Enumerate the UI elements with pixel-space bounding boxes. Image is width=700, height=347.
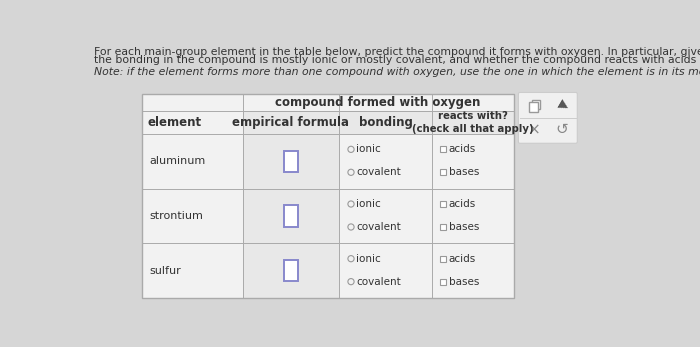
Bar xyxy=(242,134,340,189)
Bar xyxy=(141,111,514,134)
Text: For each main-group element in the table below, predict the compound it forms wi: For each main-group element in the table… xyxy=(94,47,700,57)
Text: bonding: bonding xyxy=(359,116,413,129)
Text: ionic: ionic xyxy=(356,144,382,154)
Text: strontium: strontium xyxy=(150,211,204,221)
Bar xyxy=(242,189,340,243)
Text: bases: bases xyxy=(449,222,479,232)
Text: ionic: ionic xyxy=(356,254,382,264)
Bar xyxy=(440,256,447,262)
Text: Note: if the element forms more than one compound with oxygen, use the one in wh: Note: if the element forms more than one… xyxy=(94,67,700,77)
Bar xyxy=(440,169,447,175)
Text: the bonding in the compound is mostly ionic or mostly covalent, and whether the : the bonding in the compound is mostly io… xyxy=(94,55,700,65)
Bar xyxy=(242,94,514,111)
Text: covalent: covalent xyxy=(356,277,401,287)
Text: sulfur: sulfur xyxy=(150,266,181,276)
Bar xyxy=(141,94,514,298)
Text: covalent: covalent xyxy=(356,167,401,177)
Text: covalent: covalent xyxy=(356,222,401,232)
Text: aluminum: aluminum xyxy=(150,156,206,166)
FancyBboxPatch shape xyxy=(519,92,578,143)
Text: acids: acids xyxy=(449,144,476,154)
Text: element: element xyxy=(148,116,202,129)
Bar xyxy=(531,100,540,109)
Bar xyxy=(440,201,447,207)
Text: ▶: ▶ xyxy=(556,97,570,113)
Bar xyxy=(440,279,447,285)
Text: reacts with?
(check all that apply): reacts with? (check all that apply) xyxy=(412,111,534,134)
Text: ↺: ↺ xyxy=(555,122,568,137)
Bar xyxy=(284,151,298,172)
Text: compound formed with oxygen: compound formed with oxygen xyxy=(275,96,481,109)
Bar xyxy=(284,205,298,227)
Text: ×: × xyxy=(528,122,540,137)
Bar xyxy=(242,243,340,298)
Bar xyxy=(440,146,447,152)
Bar xyxy=(440,224,447,230)
Text: bases: bases xyxy=(449,167,479,177)
Text: bases: bases xyxy=(449,277,479,287)
Text: ionic: ionic xyxy=(356,199,382,209)
Text: acids: acids xyxy=(449,254,476,264)
Bar xyxy=(141,94,514,298)
Bar xyxy=(529,102,538,112)
Bar xyxy=(141,94,242,134)
Text: empirical formula: empirical formula xyxy=(232,116,349,129)
Text: acids: acids xyxy=(449,199,476,209)
Bar xyxy=(284,260,298,281)
